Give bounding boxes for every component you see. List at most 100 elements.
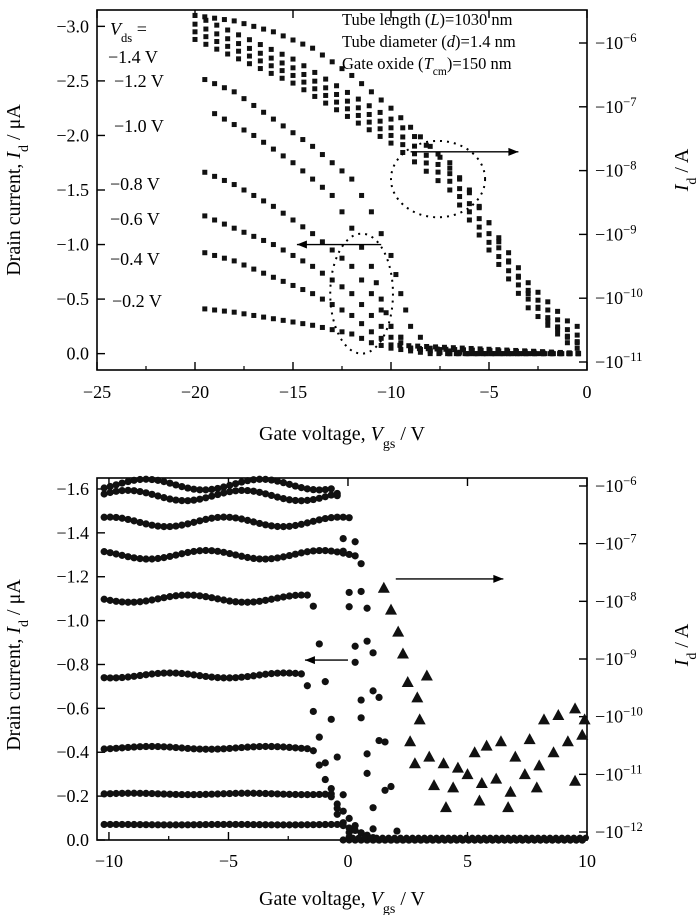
data-point [435, 178, 441, 184]
data-point [212, 15, 218, 21]
data-point [540, 351, 546, 357]
data-point [447, 165, 453, 171]
data-point [196, 821, 204, 829]
data-point [238, 820, 246, 829]
data-point [268, 55, 274, 61]
data-point [285, 551, 294, 560]
data-point [270, 242, 276, 248]
y-tick-label: −1.6 [56, 479, 89, 499]
data-point [355, 112, 361, 118]
data-point [290, 282, 296, 288]
x-axis-title: Gate voltage, Vgs / V [259, 423, 425, 452]
data-point [148, 789, 156, 798]
data-point [136, 671, 144, 680]
data-point [261, 789, 270, 798]
data-point [214, 490, 222, 499]
data-point [339, 209, 345, 215]
data-point [166, 593, 174, 601]
data-point [447, 178, 453, 184]
data-point [214, 46, 220, 52]
data-point [486, 247, 492, 253]
data-point [226, 789, 234, 798]
data-point [496, 245, 502, 251]
data-point [184, 791, 192, 799]
data-point [400, 125, 406, 131]
data-point [279, 60, 285, 66]
data-point [267, 742, 276, 751]
data-point [481, 834, 488, 842]
x-tick-label: 10 [578, 851, 596, 871]
series-label: −0.6 V [110, 209, 160, 229]
data-point [184, 670, 192, 678]
right-y-tick-label: −10−9 [595, 647, 637, 669]
data-point [453, 351, 459, 357]
data-point [309, 495, 317, 504]
data-point [575, 351, 581, 357]
data-point [388, 345, 394, 351]
data-point [280, 33, 286, 39]
data-point [231, 18, 237, 24]
data-point [142, 520, 150, 528]
data-point [423, 750, 436, 762]
data-point [303, 791, 311, 799]
data-point [345, 514, 353, 522]
data-point [285, 480, 294, 488]
series-label: −1.2 V [114, 71, 164, 91]
data-point [280, 210, 286, 216]
data-point [301, 71, 307, 77]
data-point [273, 477, 282, 485]
data-point [212, 307, 218, 313]
data-point [130, 598, 138, 606]
data-point [261, 314, 267, 320]
data-point [535, 289, 541, 295]
data-point [236, 48, 242, 54]
data-point [486, 834, 494, 842]
data-point [555, 324, 561, 330]
data-point [417, 134, 423, 140]
data-point [502, 351, 508, 357]
data-point [457, 194, 463, 200]
data-point [290, 160, 296, 166]
data-point [184, 821, 192, 829]
data-point [166, 743, 174, 751]
data-point [212, 81, 218, 87]
data-point [160, 821, 168, 829]
data-point [315, 494, 323, 502]
data-point [546, 834, 554, 842]
y-tick-label: −3.0 [56, 16, 89, 36]
data-point [192, 36, 198, 42]
data-point [427, 834, 434, 842]
data-point [504, 785, 517, 797]
data-point [148, 821, 156, 829]
data-point [310, 176, 316, 182]
data-point [290, 72, 296, 78]
data-point [300, 224, 306, 230]
data-point [363, 604, 371, 612]
data-point [574, 345, 580, 351]
data-point [202, 790, 210, 798]
data-point [528, 834, 536, 842]
data-point [366, 119, 372, 125]
data-point [388, 116, 394, 122]
data-point [148, 490, 156, 498]
data-point [476, 232, 482, 238]
data-point [388, 252, 394, 258]
data-point [285, 592, 294, 600]
data-point [545, 299, 551, 305]
data-point [535, 314, 541, 320]
data-point [315, 821, 323, 829]
arrow-head [296, 240, 307, 249]
data-point [273, 669, 282, 677]
data-point [578, 713, 591, 725]
data-point [214, 484, 222, 493]
data-point [321, 775, 329, 784]
data-point [561, 735, 574, 747]
series-label: −0.8 V [110, 174, 160, 194]
data-point [423, 160, 429, 166]
data-point [112, 789, 120, 798]
data-point [208, 514, 216, 522]
data-point [339, 255, 345, 261]
data-point [112, 674, 120, 682]
data-point [225, 43, 231, 49]
data-point [124, 515, 132, 524]
